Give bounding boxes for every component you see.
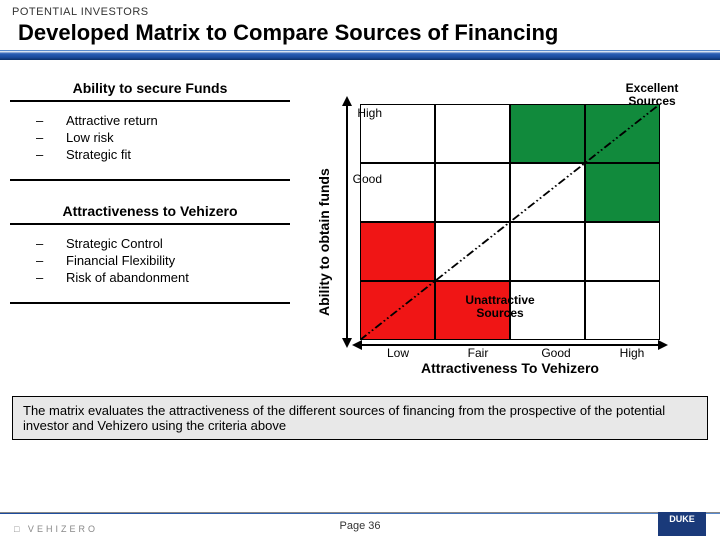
list-item: Risk of abandonment	[18, 269, 282, 286]
section1-box: Attractive return Low risk Strategic fit	[10, 100, 290, 181]
list-item: Attractive return	[18, 112, 282, 129]
footer-divider	[0, 513, 720, 514]
list-item: Strategic Control	[18, 235, 282, 252]
summary-box: The matrix evaluates the attractiveness …	[12, 396, 708, 440]
list-item: Strategic fit	[18, 146, 282, 163]
page-title: Developed Matrix to Compare Sources of F…	[0, 20, 720, 50]
matrix-cell	[510, 222, 585, 281]
matrix-cell	[585, 222, 660, 281]
matrix-cell	[435, 104, 510, 163]
section2-box: Strategic Control Financial Flexibility …	[10, 223, 290, 304]
y-axis-label: Ability to obtain funds	[316, 168, 332, 316]
x-tick-fair: Fair	[448, 346, 508, 360]
list-item: Low risk	[18, 129, 282, 146]
x-tick-good: Good	[526, 346, 586, 360]
section2-title: Attractiveness to Vehizero	[10, 203, 290, 223]
x-tick-low: Low	[368, 346, 428, 360]
matrix-cell	[585, 281, 660, 340]
excellent-text: Excellent Sources	[626, 81, 679, 108]
matrix-cell	[585, 163, 660, 222]
matrix-cell	[360, 163, 435, 222]
footer: Page 36	[0, 512, 720, 532]
matrix-chart: Ability to obtain funds High Good Fair L…	[300, 76, 690, 376]
main-content: Ability to secure Funds Attractive retur…	[0, 60, 720, 376]
x-tick-high: High	[602, 346, 662, 360]
matrix-cell	[585, 104, 660, 163]
matrix-cell	[360, 222, 435, 281]
matrix-cell	[435, 222, 510, 281]
page-number: Page 36	[0, 520, 720, 532]
unattractive-text: Unattractive Sources	[465, 293, 534, 320]
vehizero-logo: □ VEHIZERO	[14, 524, 98, 534]
matrix-cell	[435, 163, 510, 222]
matrix-cell	[510, 104, 585, 163]
list-item: Financial Flexibility	[18, 252, 282, 269]
criteria-column: Ability to secure Funds Attractive retur…	[10, 76, 290, 376]
duke-logo: DUKE	[658, 512, 706, 536]
section1-title: Ability to secure Funds	[10, 80, 290, 100]
unattractive-label: Unattractive Sources	[450, 294, 550, 320]
y-axis-arrow	[340, 96, 354, 348]
matrix-cell	[360, 104, 435, 163]
eyebrow: POTENTIAL INVESTORS	[0, 0, 720, 20]
matrix-cell	[510, 163, 585, 222]
excellent-label: Excellent Sources	[612, 82, 692, 108]
matrix-cell	[360, 281, 435, 340]
title-divider	[0, 50, 720, 60]
x-axis-label: Attractiveness To Vehizero	[360, 360, 660, 376]
